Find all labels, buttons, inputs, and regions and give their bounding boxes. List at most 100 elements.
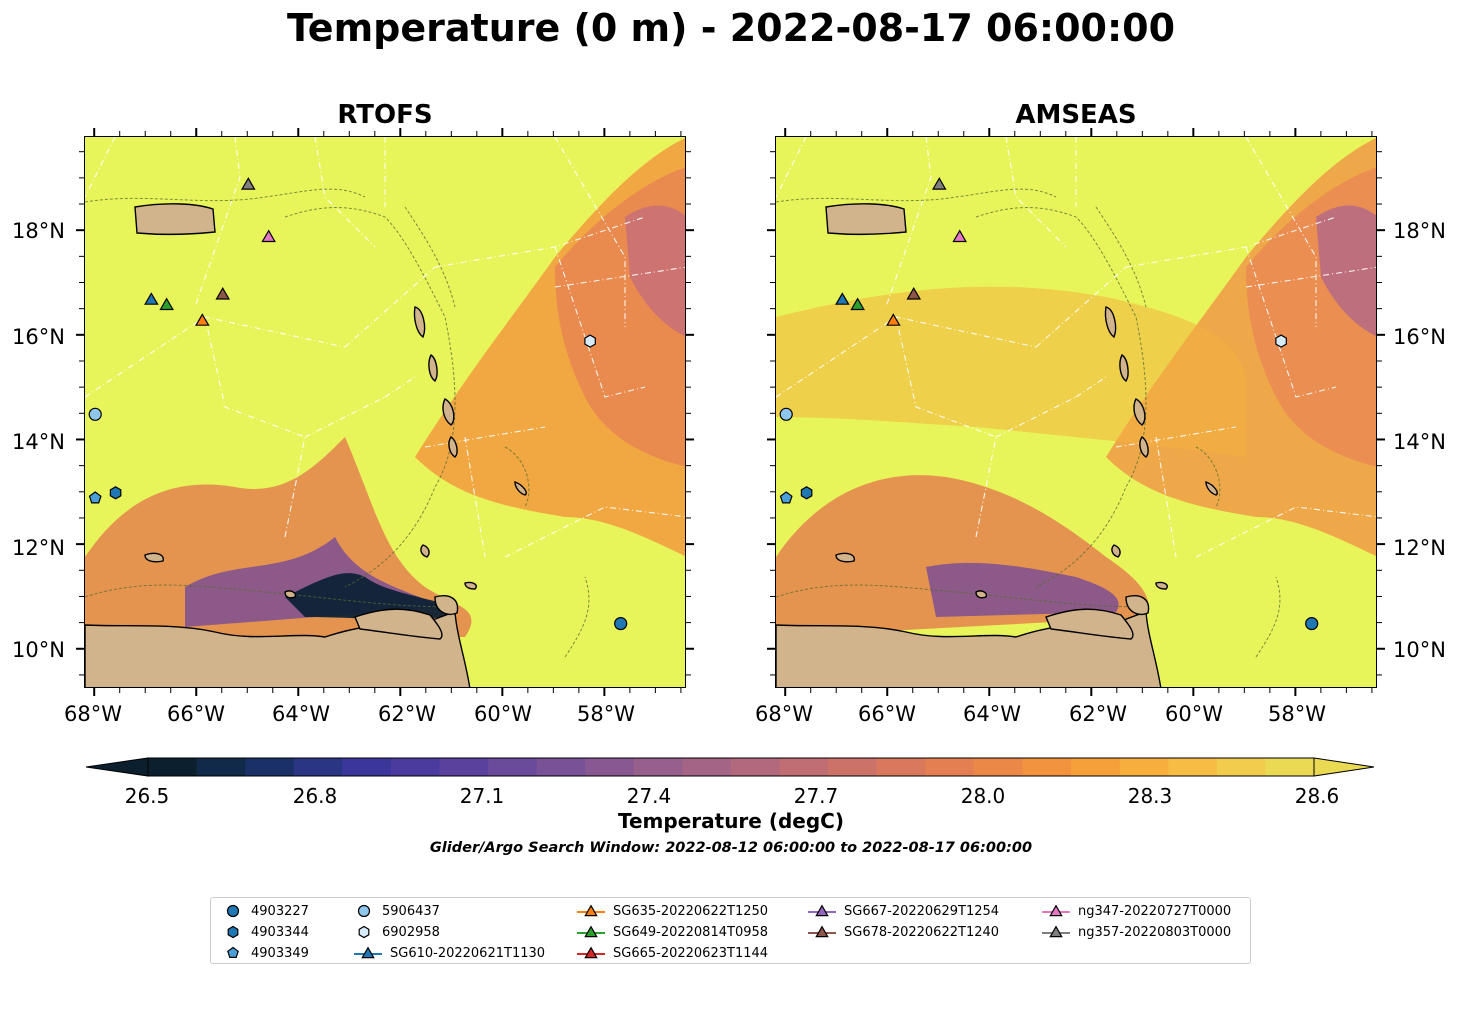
legend-label: 5906437 xyxy=(382,903,440,919)
marker-SG610-20220621T1130[interactable] xyxy=(835,292,850,305)
marker-4903349[interactable] xyxy=(88,491,102,504)
marker-ng347-20220727T0000[interactable] xyxy=(952,229,967,243)
lat-label-right-10: 10°N xyxy=(1393,638,1446,662)
curacao xyxy=(835,552,855,563)
legend-marker-icon xyxy=(226,904,240,918)
legend-label: SG667-20220629T1254 xyxy=(844,903,1000,919)
observation-markers xyxy=(779,177,1319,631)
bathymetry-contours xyxy=(85,188,590,658)
eez-boundaries xyxy=(776,137,1376,558)
legend-marker-icon xyxy=(1049,925,1063,938)
legend-label: 4903227 xyxy=(251,903,309,919)
lat-label-right-14: 14°N xyxy=(1393,430,1446,454)
legend-label: 6902958 xyxy=(382,924,440,940)
grenada xyxy=(420,544,430,558)
colorbar-segment xyxy=(1119,758,1169,776)
legend-label: ng357-20220803T0000 xyxy=(1078,924,1232,940)
marker-4903227[interactable] xyxy=(614,616,628,631)
lon-label-right-58: 58°W xyxy=(1268,702,1326,726)
colorbar-extend-low xyxy=(85,757,149,777)
lon-label-left-66: 66°W xyxy=(167,702,225,726)
marker-SG678-20220622T1240[interactable] xyxy=(906,287,922,300)
legend-item-SG610-20220621T1130: SG610-20220621T1130 xyxy=(354,944,545,962)
marker-ng357-20220803T0000[interactable] xyxy=(240,177,256,190)
legend-label: SG678-20220622T1240 xyxy=(844,924,1000,940)
colorbar-segment xyxy=(779,758,829,776)
colorbar-tick-28-6: 28.6 xyxy=(1294,784,1340,808)
marker-ng347-20220727T0000[interactable] xyxy=(261,229,276,243)
colorbar-tick-28-0: 28.0 xyxy=(960,784,1006,808)
marker-4903349[interactable] xyxy=(779,491,793,504)
marker-4903227[interactable] xyxy=(1305,616,1319,631)
colorbar-segment xyxy=(828,758,878,776)
colorbar-segment xyxy=(682,758,732,776)
bathymetry-contours xyxy=(776,188,1281,658)
marker-ng357-20220803T0000[interactable] xyxy=(931,177,947,190)
tobago xyxy=(1155,581,1168,590)
trinidad xyxy=(1125,595,1150,615)
legend-marker-icon xyxy=(815,904,829,917)
coldest-water xyxy=(285,573,455,620)
colorbar-segment xyxy=(925,758,975,776)
curacao xyxy=(144,552,164,563)
colorbar-label: Temperature (degC) xyxy=(618,809,844,833)
colorbar-segment xyxy=(390,758,440,776)
legend-marker-icon xyxy=(584,904,598,917)
lat-label-right-12: 12°N xyxy=(1393,536,1446,560)
colorbar-segment xyxy=(1216,758,1266,776)
lon-label-left-58: 58°W xyxy=(577,702,635,726)
barbados xyxy=(1205,480,1218,496)
cool-eddy xyxy=(1316,205,1376,336)
lat-label-left-16: 16°N xyxy=(12,325,65,349)
colorbar-extend-high xyxy=(1313,757,1375,777)
marker-SG635-20220622T1250[interactable] xyxy=(886,313,901,326)
legend-item-SG667-20220629T1254: SG667-20220629T1254 xyxy=(808,902,999,920)
lon-label-right-68: 68°W xyxy=(755,702,813,726)
colorbar-segment xyxy=(439,758,489,776)
legend-item-4903227: 4903227 xyxy=(223,902,309,920)
mid-basin-warm xyxy=(776,286,1246,457)
colorbar xyxy=(85,756,1376,782)
colorbar-segment xyxy=(488,758,538,776)
legend-marker-icon xyxy=(358,925,370,939)
legend-item-SG649-20220814T0958: SG649-20220814T0958 xyxy=(577,923,768,941)
legend-item-4903344: 4903344 xyxy=(223,923,309,941)
tobago xyxy=(464,581,477,590)
marker-SG610-20220621T1130[interactable] xyxy=(144,292,159,305)
search-window-caption: Glider/Argo Search Window: 2022-08-12 06… xyxy=(429,840,1033,856)
martinique xyxy=(1133,398,1146,426)
amseas-map[interactable] xyxy=(775,136,1377,688)
st-lucia xyxy=(1139,436,1149,458)
lat-label-left-18: 18°N xyxy=(12,219,65,243)
rtofs-map[interactable] xyxy=(84,136,686,688)
legend-marker-icon xyxy=(584,925,598,938)
puerto-rico xyxy=(134,203,216,236)
colorbar-tick-26-5: 26.5 xyxy=(124,784,170,808)
dominica xyxy=(1119,353,1129,382)
marker-SG635-20220622T1250[interactable] xyxy=(195,313,210,326)
legend-label: SG665-20220623T1144 xyxy=(613,945,769,961)
colorbar-segment xyxy=(245,758,295,776)
colorbar-segment xyxy=(876,758,926,776)
colorbar-tick-27-7: 27.7 xyxy=(793,784,839,808)
lon-label-right-62: 62°W xyxy=(1069,702,1127,726)
legend-marker-icon xyxy=(227,925,239,939)
marker-5906437[interactable] xyxy=(779,407,793,421)
martinique xyxy=(442,398,455,426)
marker-4903344[interactable] xyxy=(800,486,813,500)
lat-label-left-14: 14°N xyxy=(12,430,65,454)
marker-SG649-20220814T0958[interactable] xyxy=(850,297,865,311)
colorbar-segment xyxy=(1022,758,1072,776)
marker-6902958[interactable] xyxy=(1275,334,1287,348)
legend-marker-icon xyxy=(815,925,829,938)
marker-SG649-20220814T0958[interactable] xyxy=(159,297,174,311)
colorbar-tick-26-8: 26.8 xyxy=(292,784,338,808)
legend: 4903227 4903344 4903349 5906437 6902958 SG610… xyxy=(210,897,1251,964)
colorbar-segment xyxy=(731,758,781,776)
marker-6902958[interactable] xyxy=(584,334,596,348)
lat-label-left-12: 12°N xyxy=(12,536,65,560)
marker-4903344[interactable] xyxy=(109,486,122,500)
marker-SG678-20220622T1240[interactable] xyxy=(215,287,231,300)
marker-5906437[interactable] xyxy=(88,407,102,421)
colorbar-tick-27-1: 27.1 xyxy=(459,784,505,808)
